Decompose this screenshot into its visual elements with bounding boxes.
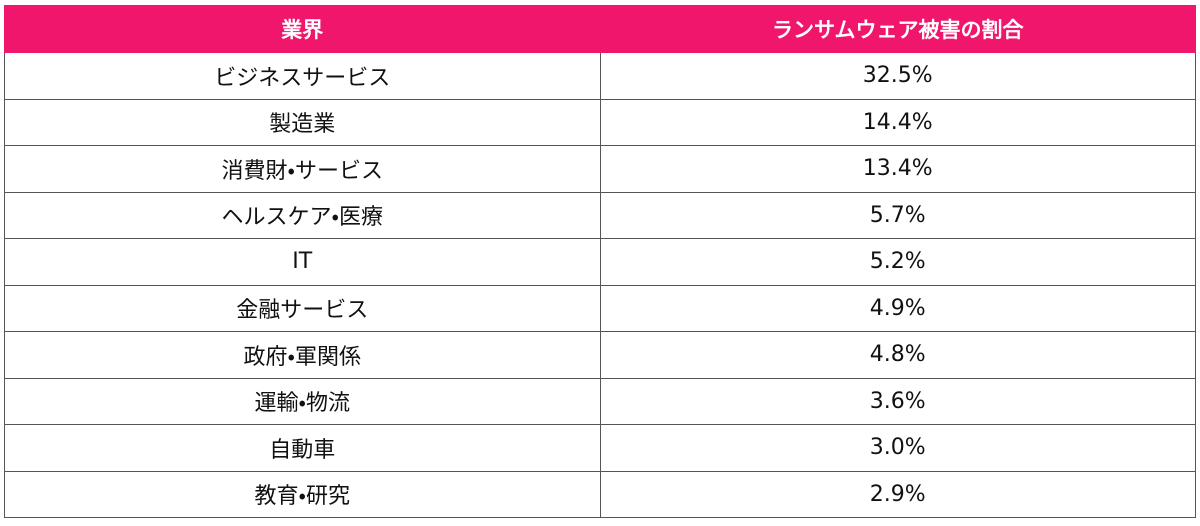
share-cell: 2.9% [599, 470, 1196, 518]
share-cell: 13.4% [599, 145, 1196, 193]
industry-cell: 運輸・物流 [4, 377, 601, 425]
industry-cell: 自動車 [4, 424, 601, 472]
share-cell: 4.8% [599, 331, 1196, 379]
table-row: 運輸・物流 3.6% [4, 377, 1196, 425]
share-cell: 5.2% [599, 238, 1196, 286]
industry-cell: 教育・研究 [4, 470, 601, 518]
industry-cell: ビジネスサービス [4, 52, 601, 100]
table-row: 自動車 3.0% [4, 424, 1196, 472]
industry-cell: 金融サービス [4, 284, 601, 332]
industry-cell: 消費財・サービス [4, 145, 601, 193]
table-row: 政府・軍関係 4.8% [4, 331, 1196, 379]
share-cell: 4.9% [599, 284, 1196, 332]
share-cell: 3.0% [599, 424, 1196, 472]
table-body: ビジネスサービス 32.5% 製造業 14.4% 消費財・サービス 13.4% ヘルスケア・… [4, 52, 1196, 518]
share-cell: 32.5% [599, 52, 1196, 100]
table-row: 製造業 14.4% [4, 98, 1196, 146]
share-cell: 14.4% [599, 98, 1196, 146]
table-row: 金融サービス 4.9% [4, 284, 1196, 332]
industry-cell: ヘルスケア・医療 [4, 191, 601, 239]
header-row: 業界 ランサムウェア被害の割合 [4, 5, 1196, 53]
industry-cell: 政府・軍関係 [4, 331, 601, 379]
header-cell: ランサムウェア被害の割合 [599, 5, 1196, 53]
industry-cell: 製造業 [4, 98, 601, 146]
table-header: 業界 ランサムウェア被害の割合 [4, 5, 1196, 53]
header-cell: 業界 [4, 5, 601, 53]
table-row: 消費財・サービス 13.4% [4, 145, 1196, 193]
table-row: ヘルスケア・医療 5.7% [4, 191, 1196, 239]
share-cell: 5.7% [599, 191, 1196, 239]
table-row: ビジネスサービス 32.5% [4, 52, 1196, 100]
table-row: IT 5.2% [4, 238, 1196, 286]
industry-cell: IT [4, 238, 601, 286]
ransomware-table: 業界 ランサムウェア被害の割合 ビジネスサービス 32.5% 製造業 14.4% 消費財… [4, 5, 1196, 518]
share-cell: 3.6% [599, 377, 1196, 425]
table-row: 教育・研究 2.9% [4, 470, 1196, 518]
